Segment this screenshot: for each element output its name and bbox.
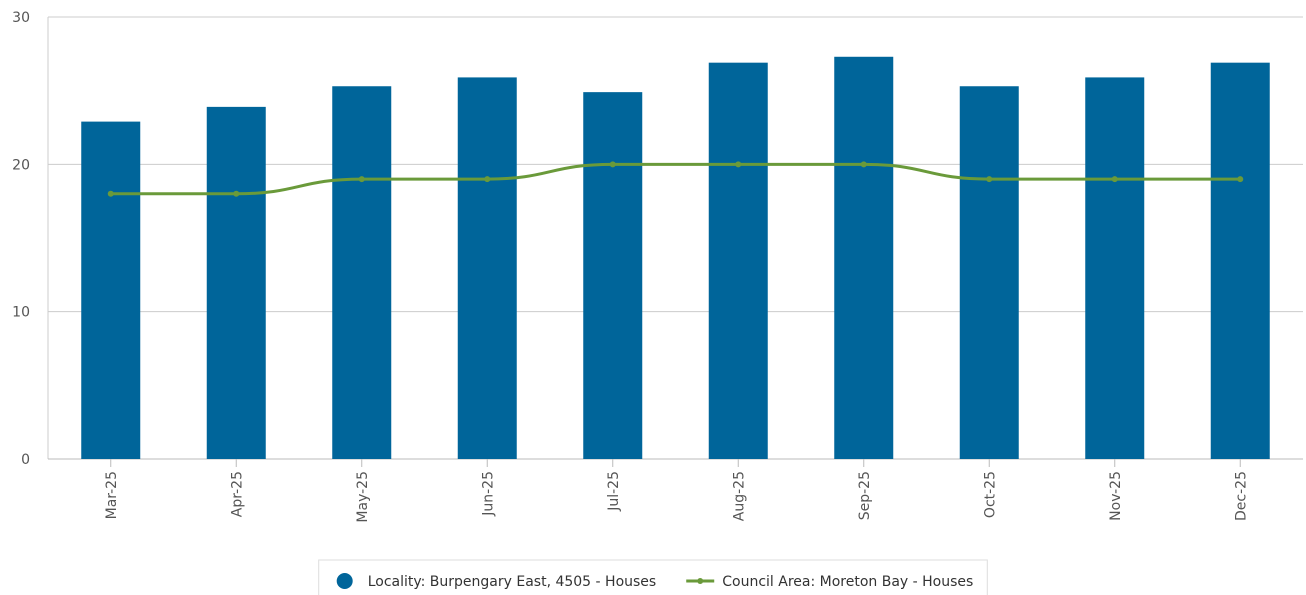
legend: Locality: Burpengary East, 4505 - Houses… (318, 559, 988, 595)
y-tick-label: 10 (12, 305, 30, 321)
bar (1085, 77, 1145, 459)
x-tick-label: Jul-25 (606, 471, 622, 512)
line-point (358, 176, 365, 183)
line-point (1111, 176, 1118, 183)
x-tick-label: Mar-25 (104, 471, 120, 519)
bar (959, 86, 1019, 459)
x-tick-label: Oct-25 (982, 471, 998, 518)
y-tick-label: 30 (12, 10, 30, 26)
line-point (860, 161, 867, 168)
line-point (1237, 176, 1244, 183)
legend-box (318, 559, 988, 595)
line (110, 162, 1241, 196)
x-tick-label: May-25 (355, 471, 371, 523)
legend-marker (336, 573, 353, 589)
x-tick-label: Sep-25 (857, 471, 873, 520)
bar (457, 77, 517, 459)
line-point (986, 176, 993, 183)
legend-label: Council Area: Moreton Bay - Houses (722, 574, 973, 590)
line-point (484, 176, 491, 183)
bar (81, 121, 141, 460)
y-tick-label: 0 (21, 452, 30, 468)
line-point (735, 161, 742, 168)
line-point (233, 190, 240, 197)
bar (206, 106, 266, 459)
x-tick-label: Nov-25 (1108, 471, 1124, 521)
bar (834, 56, 894, 459)
x-tick-label: Jun-25 (480, 471, 496, 517)
x-tick-label: Aug-25 (731, 471, 747, 521)
x-tick-label: Dec-25 (1233, 471, 1249, 521)
legend-label: Locality: Burpengary East, 4505 - Houses (368, 574, 657, 590)
x-tick-label: Apr-25 (229, 471, 245, 517)
y-tick-label: 20 (12, 157, 30, 173)
bar (708, 62, 768, 459)
bar (583, 92, 643, 459)
line-point (609, 161, 616, 168)
legend-marker (697, 578, 704, 584)
line-point (107, 190, 114, 197)
bar (332, 86, 392, 459)
bar (1210, 62, 1270, 459)
